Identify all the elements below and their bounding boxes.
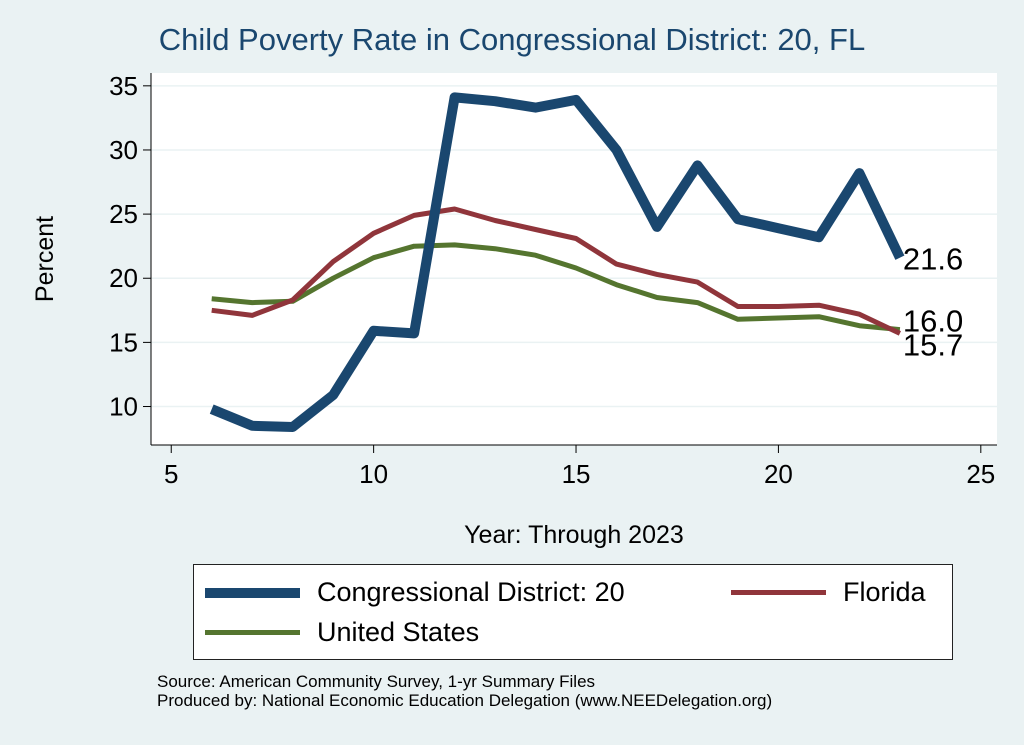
y-tick-label: 20 bbox=[109, 263, 138, 293]
end-label-us: 16.0 bbox=[903, 304, 963, 339]
x-tick-label: 5 bbox=[164, 459, 178, 489]
legend-item-us: United States bbox=[205, 617, 479, 648]
legend-swatch-florida bbox=[731, 590, 826, 595]
series-line-us bbox=[211, 242, 901, 333]
y-tick-label: 25 bbox=[109, 199, 138, 229]
source-line: Source: American Community Survey, 1-yr … bbox=[157, 672, 596, 691]
x-axis-title: Year: Through 2023 bbox=[464, 521, 684, 549]
legend-label-us: United States bbox=[317, 617, 480, 647]
legend-swatch-us bbox=[205, 630, 300, 635]
chart-legend: Congressional District: 20 Florida Unite… bbox=[193, 564, 953, 660]
end-label-florida: 15.7 bbox=[903, 327, 963, 362]
series-line-district bbox=[209, 92, 905, 432]
y-tick-label: 15 bbox=[109, 327, 138, 357]
legend-label-florida: Florida bbox=[843, 577, 926, 607]
source-note: Source: American Community Survey, 1-yr … bbox=[157, 672, 772, 710]
legend-label-district: Congressional District: 20 bbox=[317, 577, 625, 607]
end-label-district: 21.6 bbox=[903, 242, 963, 277]
line-chart: 10 15 20 25 30 35 5 10 15 20 25 Year: Through 2023 P… bbox=[31, 71, 997, 549]
producer-line: Produced by: National Economic Education… bbox=[157, 691, 773, 710]
chart-title: Child Poverty Rate in Congressional Dist… bbox=[158, 22, 866, 57]
x-tick-label: 20 bbox=[764, 459, 793, 489]
legend-item-district: Congressional District: 20 bbox=[205, 577, 625, 608]
series-line-florida bbox=[211, 206, 901, 336]
y-tick-label: 10 bbox=[109, 392, 138, 422]
plot-area bbox=[151, 73, 997, 445]
legend-swatch-district bbox=[205, 587, 300, 598]
y-axis-title: Percent bbox=[31, 216, 59, 302]
x-tick-label: 15 bbox=[562, 459, 591, 489]
legend-item-florida: Florida bbox=[731, 577, 926, 608]
x-tick-label: 10 bbox=[359, 459, 388, 489]
x-tick-label: 25 bbox=[966, 459, 995, 489]
y-tick-label: 35 bbox=[109, 71, 138, 101]
y-tick-label: 30 bbox=[109, 135, 138, 165]
